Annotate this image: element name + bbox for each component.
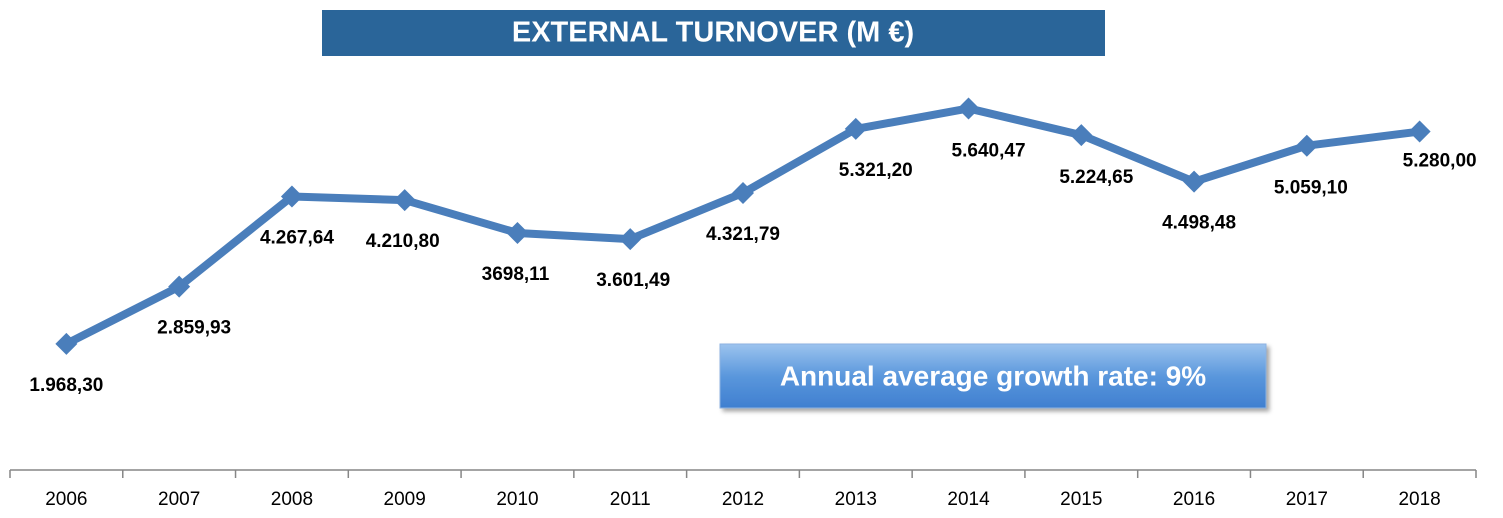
x-tick-label: 2009	[384, 489, 426, 510]
data-label: 4.321,79	[706, 224, 780, 245]
x-tick-label: 2016	[1173, 489, 1215, 510]
marker	[1183, 170, 1206, 193]
x-tick-label: 2015	[1060, 489, 1102, 510]
x-tick-label: 2012	[722, 489, 764, 510]
annotation: Annual average growth rate: 9%	[780, 360, 1206, 391]
x-tick-label: 2010	[496, 489, 538, 510]
x-tick-label: 2014	[947, 489, 990, 510]
marker	[1295, 134, 1318, 157]
x-tick-label: 2006	[45, 489, 87, 510]
x-tick-label: 2017	[1286, 489, 1328, 510]
data-label: 3.601,49	[596, 270, 670, 291]
data-label: 5.224,65	[1059, 167, 1133, 188]
data-label: 3698,11	[482, 264, 550, 285]
marker	[506, 221, 529, 244]
marker	[280, 185, 303, 208]
x-tick-label: 2018	[1398, 489, 1440, 510]
data-label: 5.321,20	[839, 160, 913, 181]
data-label: 4.210,80	[366, 231, 440, 252]
marker	[393, 189, 416, 212]
marker	[732, 181, 754, 204]
data-label: 1.968,30	[29, 375, 103, 396]
data-label: 5.280,00	[1403, 151, 1477, 172]
data-label: 5.059,10	[1274, 178, 1348, 199]
marker	[55, 332, 78, 355]
marker	[168, 275, 191, 298]
marker	[1070, 124, 1093, 147]
marker	[619, 228, 642, 251]
chart-title: EXTERNAL TURNOVER (M €)	[512, 17, 914, 49]
data-label: 4.498,48	[1162, 213, 1236, 234]
x-tick-label: 2008	[271, 489, 313, 510]
marker	[957, 97, 980, 120]
marker	[1408, 120, 1431, 143]
annotation-box	[719, 343, 1267, 409]
title-banner	[322, 10, 1105, 56]
data-label: 2.859,93	[157, 318, 231, 339]
data-label: 4.267,64	[260, 227, 334, 248]
x-tick-label: 2013	[835, 489, 877, 510]
x-tick-label: 2011	[610, 489, 651, 510]
marker	[844, 117, 867, 140]
x-tick-label: 2007	[158, 489, 200, 510]
data-label: 5.640,47	[952, 140, 1026, 161]
